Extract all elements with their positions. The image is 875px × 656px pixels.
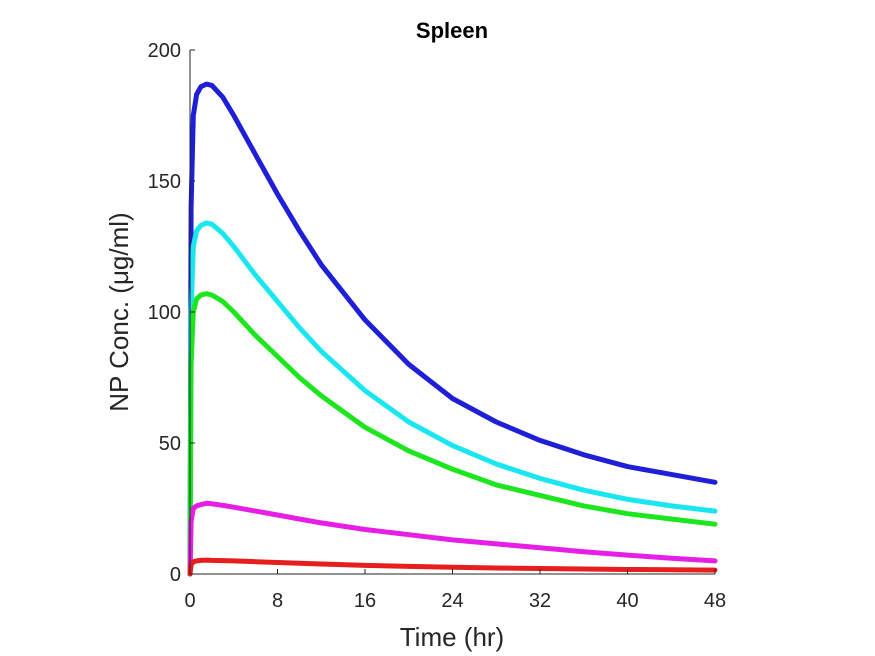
series-group xyxy=(187,81,718,577)
chart-title: Spleen xyxy=(416,18,488,43)
series-line-red xyxy=(187,557,718,577)
series-line-blue xyxy=(187,81,718,577)
y-tick-label: 0 xyxy=(170,564,181,586)
x-tick-label: 48 xyxy=(704,590,726,612)
series-line-magenta xyxy=(187,500,718,577)
x-axis-title: Time (hr) xyxy=(400,622,504,652)
x-tick-label: 24 xyxy=(441,590,463,612)
y-ticks: 0 50 100 150 200 xyxy=(148,40,195,586)
x-tick-label: 0 xyxy=(184,590,195,612)
y-tick-label: 150 xyxy=(148,171,181,193)
series-line-cyan xyxy=(187,220,718,577)
x-tick-label: 40 xyxy=(616,590,638,612)
x-tick-label: 16 xyxy=(354,590,376,612)
x-ticks: 0 8 16 24 32 40 48 xyxy=(184,569,726,612)
x-tick-label: 8 xyxy=(272,590,283,612)
x-tick-label: 32 xyxy=(529,590,551,612)
y-tick-label: 50 xyxy=(159,433,181,455)
y-axis-title: NP Conc. (μg/ml) xyxy=(104,212,134,411)
y-tick-label: 100 xyxy=(148,302,181,324)
y-tick-label: 200 xyxy=(148,40,181,62)
series-line-green xyxy=(187,291,718,577)
